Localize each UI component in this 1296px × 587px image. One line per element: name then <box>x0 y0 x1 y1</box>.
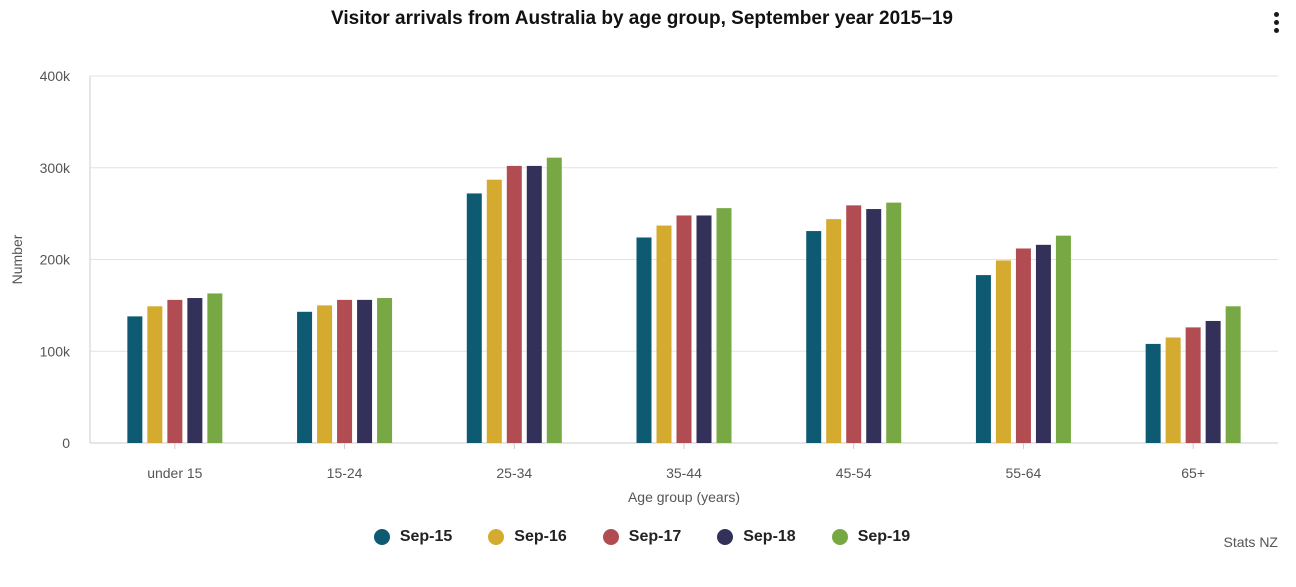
bar <box>357 299 373 443</box>
legend-swatch <box>717 529 734 545</box>
bar <box>1205 320 1221 443</box>
legend-swatch <box>488 529 505 545</box>
bar <box>1185 327 1201 443</box>
y-tick-label: 400k <box>40 68 71 84</box>
bar <box>127 316 143 443</box>
more-vertical-icon[interactable] <box>1266 12 1286 38</box>
legend-label: Sep-18 <box>743 528 796 545</box>
x-tick-label: 45-54 <box>836 465 872 481</box>
bar <box>526 165 542 444</box>
bar <box>886 202 902 443</box>
bar <box>995 260 1011 443</box>
bar <box>975 275 991 443</box>
chart-legend: Sep-15 Sep-16 Sep-17 Sep-18 Sep-19 <box>0 528 1284 546</box>
menu-dot <box>1273 28 1279 33</box>
chart-title: Visitor arrivals from Australia by age g… <box>331 8 953 29</box>
bar <box>147 306 163 443</box>
legend-swatch <box>602 529 619 545</box>
legend-item[interactable]: Sep-17 <box>602 528 682 546</box>
bar <box>866 209 882 443</box>
bar <box>1015 248 1031 443</box>
bar <box>1225 306 1241 443</box>
legend-item[interactable]: Sep-16 <box>488 528 567 546</box>
x-tick-label: 65+ <box>1181 465 1205 481</box>
bar <box>656 225 672 443</box>
y-tick-label: 200k <box>40 252 71 268</box>
x-tick-label: under 15 <box>147 465 202 481</box>
x-tick-label: 35-44 <box>666 465 702 481</box>
bar <box>187 298 203 443</box>
legend-item[interactable]: Sep-15 <box>373 528 453 546</box>
source-credit: Stats NZ <box>1223 534 1278 550</box>
bar <box>546 157 562 443</box>
x-tick-label: 25-34 <box>496 465 532 481</box>
bar <box>846 205 862 443</box>
menu-dot <box>1273 12 1279 17</box>
bar <box>297 311 313 443</box>
legend-swatch <box>831 529 848 545</box>
bar <box>716 208 732 443</box>
legend-label: Sep-15 <box>399 528 453 545</box>
y-tick-label: 0 <box>62 435 70 451</box>
bar <box>1055 235 1071 443</box>
menu-dot <box>1273 20 1279 25</box>
x-axis-title: Age group (years) <box>628 489 740 505</box>
bar <box>337 299 353 443</box>
bar <box>1145 343 1161 443</box>
bar <box>696 215 712 443</box>
bar <box>377 298 393 443</box>
x-tick-label: 55-64 <box>1006 465 1042 481</box>
bar <box>636 237 652 443</box>
x-tick-label: 15-24 <box>327 465 363 481</box>
bar <box>676 215 692 443</box>
y-tick-label: 100k <box>40 343 71 359</box>
bar <box>1165 337 1181 443</box>
legend-item[interactable]: Sep-18 <box>717 528 796 546</box>
bar-chart: 0 100k 200k 300k 400k under 15 15-24 25-34 35-44… <box>9 68 1278 505</box>
bar <box>167 299 183 443</box>
bar <box>207 293 223 443</box>
bar <box>1035 244 1051 443</box>
y-axis-title: Number <box>9 234 25 284</box>
bar <box>317 305 333 443</box>
bar <box>806 231 822 443</box>
legend-label: Sep-17 <box>628 528 682 545</box>
legend-label: Sep-16 <box>514 528 567 545</box>
legend-label: Sep-19 <box>857 528 911 545</box>
bar <box>826 219 842 443</box>
bar <box>466 193 482 443</box>
legend-item[interactable]: Sep-19 <box>831 528 911 546</box>
y-tick-label: 300k <box>40 160 71 176</box>
bar <box>506 165 522 444</box>
bar <box>486 179 502 444</box>
legend-swatch <box>373 529 390 545</box>
